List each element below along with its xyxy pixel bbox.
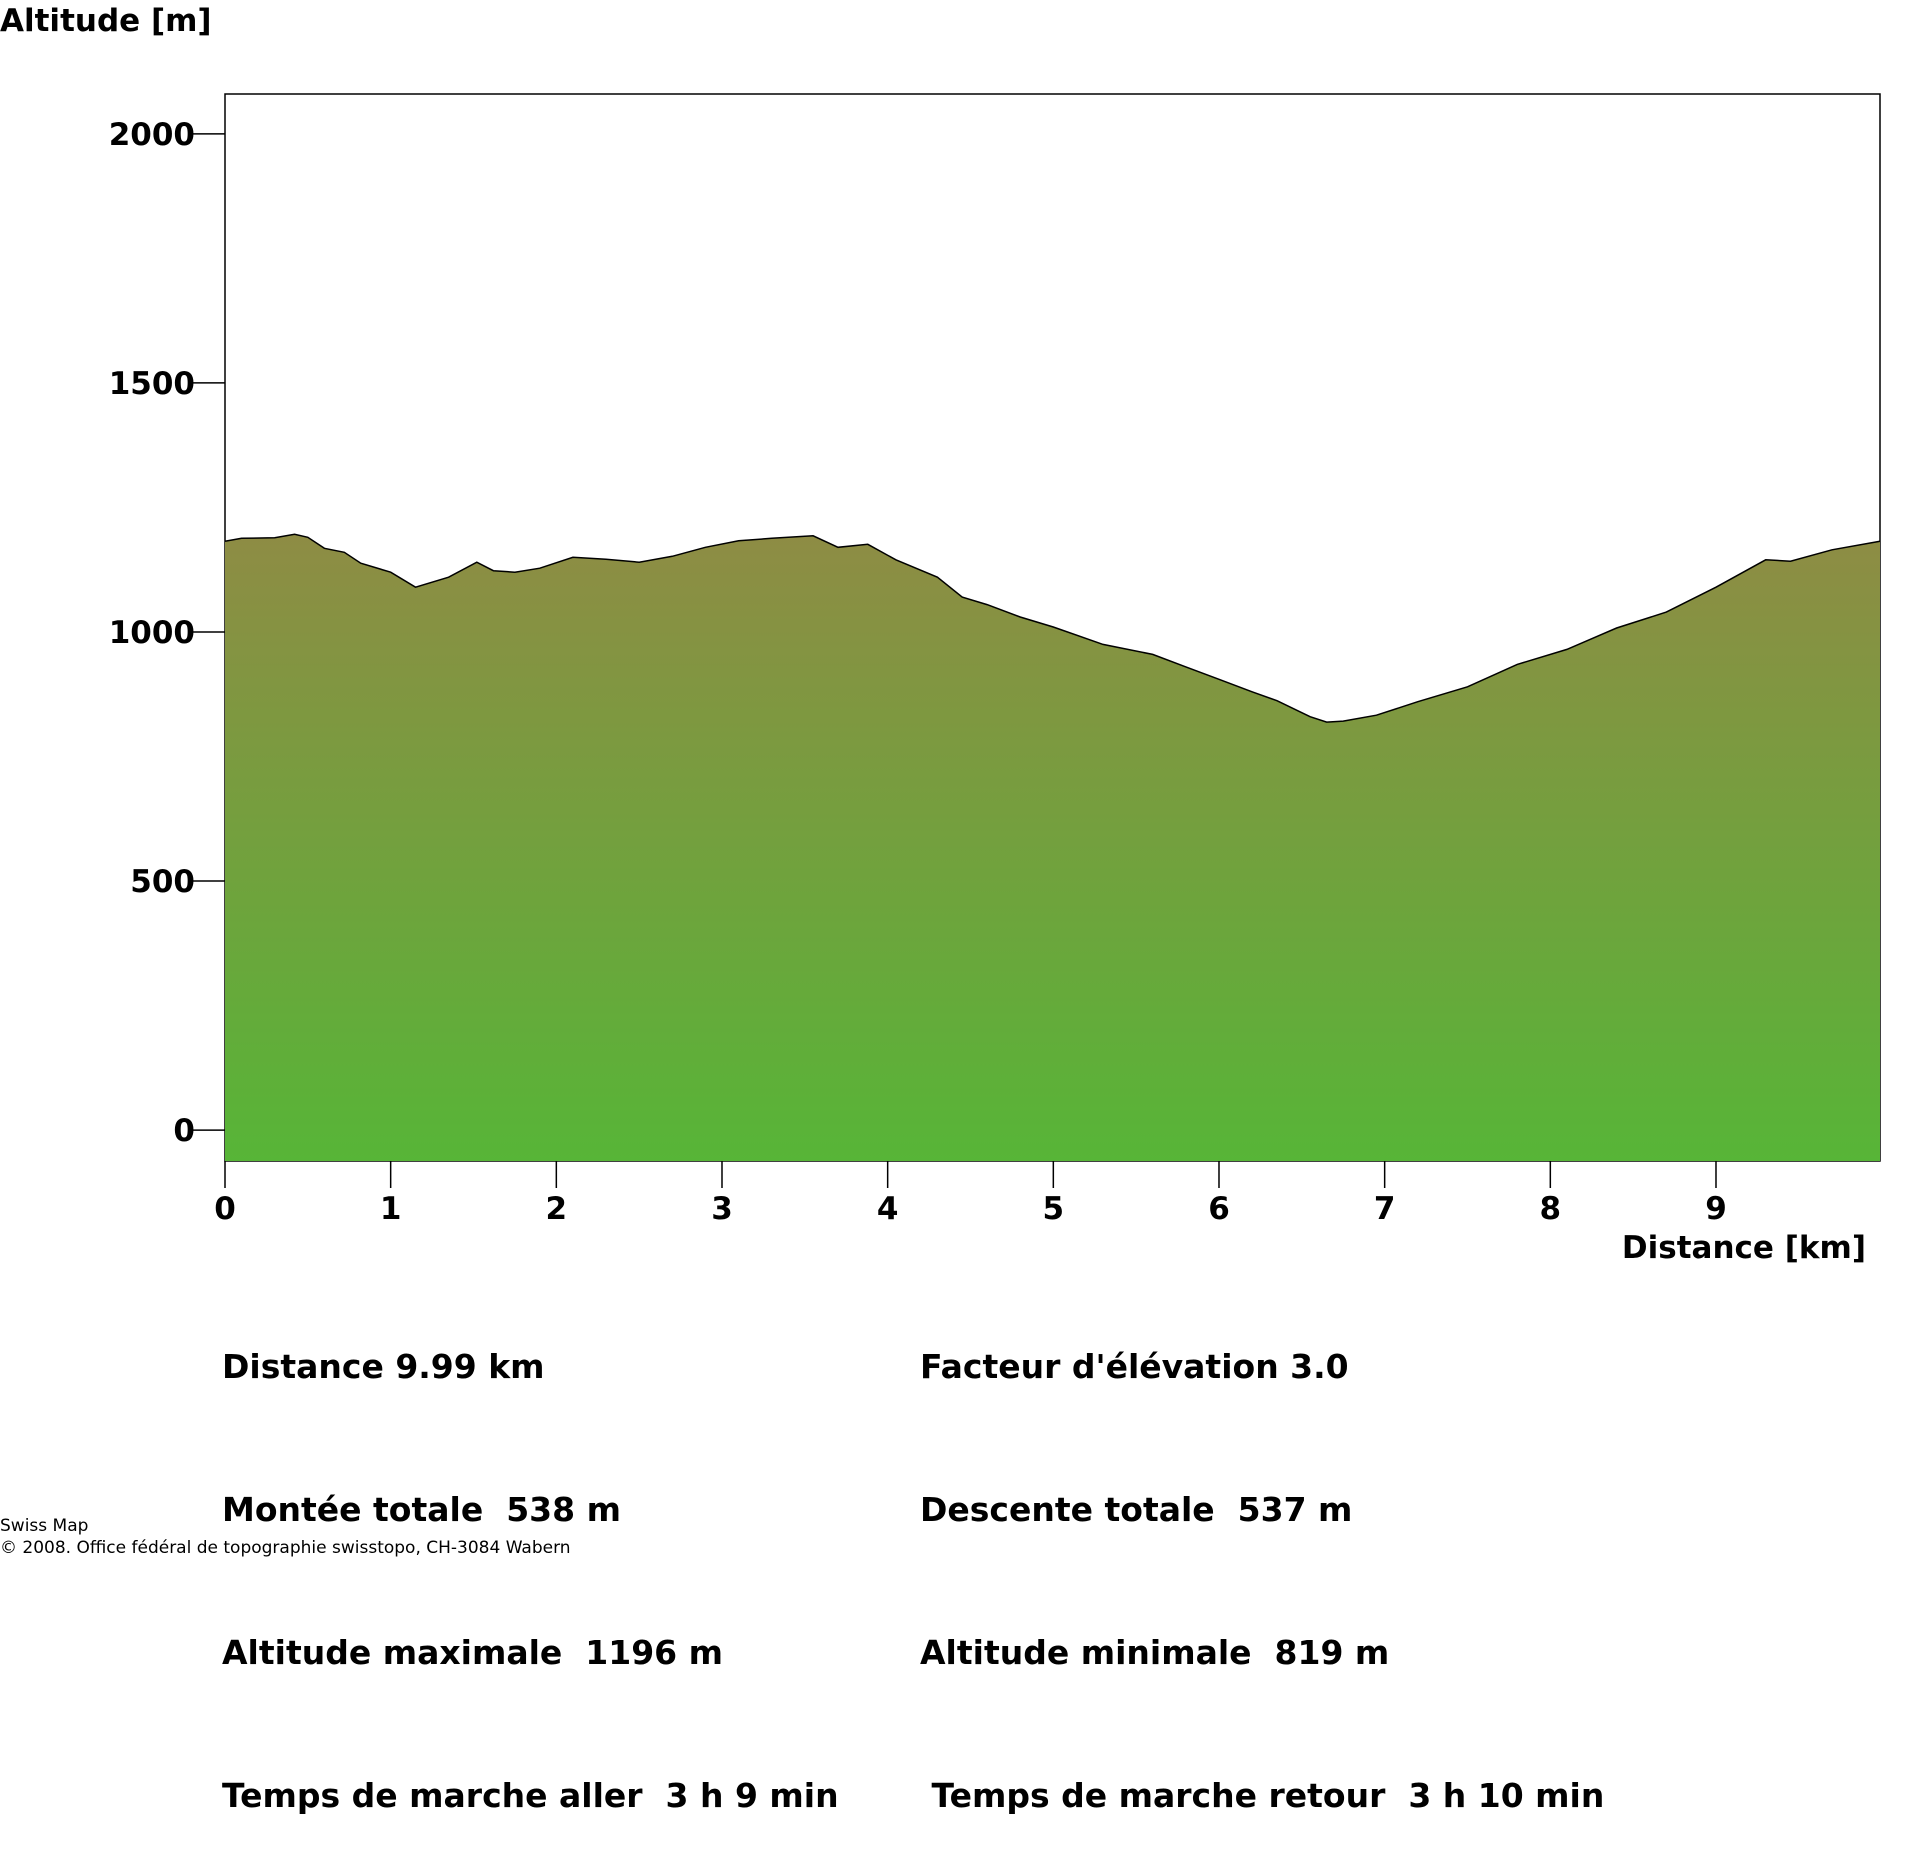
y-tick-label: 500 <box>130 864 195 900</box>
stat-elevation-factor: Facteur d'élévation 3.0 <box>920 1347 1349 1386</box>
stat-walk-time-out: Temps de marche aller 3 h 9 min <box>222 1776 839 1815</box>
stat-walk-time-return: Temps de marche retour 3 h 10 min <box>920 1776 1605 1815</box>
elevation-profile-chart: Altitude [m] 0 500 1000 1500 2000 0 1 2 3 4 5 6 7 8 9… <box>0 3 1881 1266</box>
x-axis: 0 1 2 3 4 5 6 7 8 9 <box>214 1161 1727 1227</box>
credit-copyright: © 2008. Office fédéral de topographie sw… <box>0 1538 571 1558</box>
x-tick-label: 4 <box>877 1191 899 1227</box>
x-tick-label: 3 <box>711 1191 733 1227</box>
stat-total-ascent: Montée totale 538 m <box>222 1490 621 1529</box>
credit-source: Swiss Map <box>0 1516 89 1536</box>
x-tick-label: 1 <box>380 1191 402 1227</box>
x-tick-label: 5 <box>1043 1191 1065 1227</box>
x-tick-label: 6 <box>1208 1191 1230 1227</box>
y-tick-label: 1000 <box>109 615 195 651</box>
stat-distance: Distance 9.99 km <box>222 1347 545 1386</box>
y-tick-label: 2000 <box>109 117 195 153</box>
x-tick-label: 9 <box>1705 1191 1727 1227</box>
x-axis-title: Distance [km] <box>1622 1230 1866 1266</box>
y-axis: 0 500 1000 1500 2000 <box>109 117 225 1149</box>
terrain-outline <box>224 533 1881 723</box>
y-tick-label: 1500 <box>109 366 195 402</box>
stat-total-descent: Descente totale 537 m <box>920 1490 1353 1529</box>
x-tick-label: 7 <box>1374 1191 1396 1227</box>
stat-max-altitude: Altitude maximale 1196 m <box>222 1633 723 1672</box>
stats-right-column: Facteur d'élévation 3.0 Descente totale … <box>920 1257 1604 1873</box>
terrain-area <box>225 534 1880 1161</box>
x-tick-label: 0 <box>214 1191 236 1227</box>
y-tick-label: 0 <box>173 1113 195 1149</box>
x-tick-label: 2 <box>546 1191 568 1227</box>
stats-left-column: Distance 9.99 km Montée totale 538 m Alt… <box>222 1257 839 1873</box>
y-axis-title: Altitude [m] <box>0 3 212 39</box>
x-tick-label: 8 <box>1540 1191 1562 1227</box>
stat-min-altitude: Altitude minimale 819 m <box>920 1633 1390 1672</box>
